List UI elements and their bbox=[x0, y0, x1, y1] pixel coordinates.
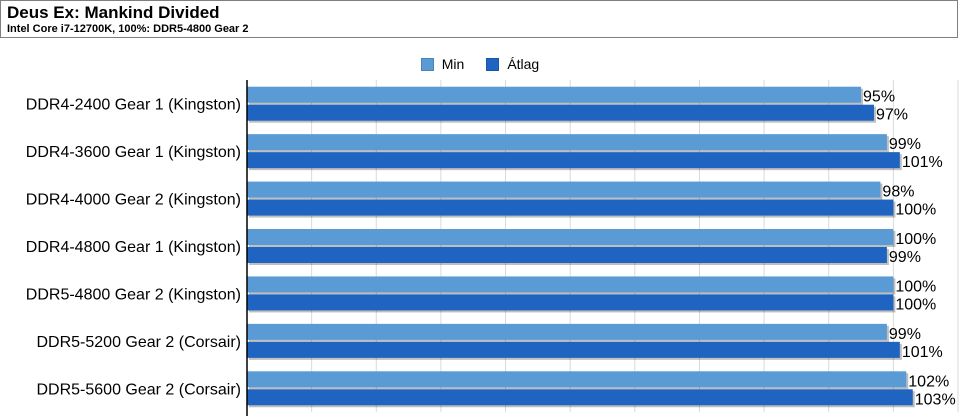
chart-subtitle: Intel Core i7-12700K, 100%: DDR5-4800 Ge… bbox=[7, 23, 249, 35]
category-label: DDR5-5200 Gear 2 (Corsair) bbox=[36, 334, 241, 351]
data-label-avg: 101% bbox=[902, 154, 943, 171]
bar-min bbox=[247, 134, 887, 151]
bar-min bbox=[247, 323, 887, 340]
legend-item-avg: Átlag bbox=[486, 56, 539, 72]
bar-min bbox=[247, 86, 862, 103]
data-label-avg: 100% bbox=[895, 202, 936, 219]
legend-item-min: Min bbox=[420, 56, 465, 72]
bar-avg bbox=[247, 199, 894, 216]
data-label-min: 100% bbox=[895, 231, 936, 248]
data-label-min: 99% bbox=[889, 136, 921, 153]
bar-avg bbox=[247, 104, 874, 121]
category-label: DDR5-4800 Gear 2 (Kingston) bbox=[26, 286, 241, 303]
legend-label-avg: Átlag bbox=[507, 56, 540, 72]
data-label-avg: 100% bbox=[895, 296, 936, 313]
category-label: DDR4-4800 Gear 1 (Kingston) bbox=[26, 239, 241, 256]
data-label-min: 98% bbox=[882, 184, 914, 201]
data-label-avg: 101% bbox=[902, 344, 943, 361]
chart-title: Deus Ex: Mankind Divided bbox=[7, 3, 220, 22]
legend-label-min: Min bbox=[441, 56, 465, 72]
bar-min bbox=[247, 229, 894, 245]
bar-min bbox=[247, 181, 881, 198]
data-label-min: 100% bbox=[895, 278, 936, 295]
legend-swatch-min bbox=[420, 57, 434, 71]
chart-header: Deus Ex: Mankind Divided Intel Core i7-1… bbox=[0, 0, 958, 38]
bar-avg bbox=[247, 294, 894, 311]
data-label-min: 99% bbox=[889, 326, 921, 343]
data-label-min: 102% bbox=[908, 373, 949, 390]
bar-avg bbox=[247, 152, 900, 169]
bar-avg bbox=[247, 389, 913, 406]
chart-legend: Min Átlag bbox=[0, 56, 960, 72]
bar-min bbox=[247, 371, 907, 388]
data-label-avg: 103% bbox=[915, 391, 956, 408]
category-label: DDR4-4000 Gear 2 (Kingston) bbox=[26, 192, 241, 209]
bar-min bbox=[247, 276, 894, 293]
data-label-min: 95% bbox=[863, 89, 895, 106]
legend-swatch-avg bbox=[486, 57, 500, 71]
bar-avg bbox=[247, 341, 900, 358]
data-label-avg: 99% bbox=[889, 249, 921, 266]
data-label-avg: 97% bbox=[876, 107, 908, 124]
bar-avg bbox=[247, 247, 887, 263]
category-label: DDR4-3600 Gear 1 (Kingston) bbox=[26, 144, 241, 161]
category-label: DDR4-2400 Gear 1 (Kingston) bbox=[26, 97, 241, 114]
category-label: DDR5-5600 Gear 2 (Corsair) bbox=[36, 381, 241, 398]
